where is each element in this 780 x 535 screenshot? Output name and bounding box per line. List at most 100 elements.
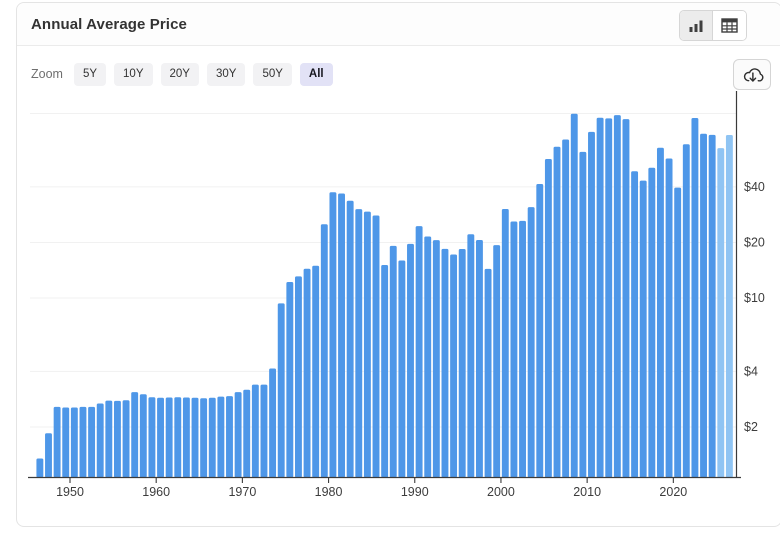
bar-1974[interactable] [277,303,285,478]
bar-1961[interactable] [165,397,173,478]
bar-2020[interactable] [674,187,682,478]
bar-1970[interactable] [243,389,251,478]
bar-1946[interactable] [36,458,44,478]
bar-2006[interactable] [553,146,561,478]
bar-1965[interactable] [200,398,208,478]
bar-1984[interactable] [363,211,371,478]
download-button[interactable] [733,59,771,90]
bar-2004[interactable] [536,183,544,478]
bar-1998[interactable] [484,268,492,478]
chart-toolbar: Zoom 5Y 10Y 20Y 30Y 50Y All [31,61,333,87]
page-title: Annual Average Price [31,15,187,33]
bar-1979[interactable] [320,224,328,478]
bar-1995[interactable] [458,249,466,478]
bar-2008[interactable] [570,113,578,478]
bar-1969[interactable] [234,392,242,478]
bar-1989[interactable] [407,243,414,478]
bar-1987[interactable] [389,245,397,478]
zoom-range-button-50y[interactable]: 50Y [253,62,292,86]
bar-2002[interactable] [519,220,526,478]
bar-2015[interactable] [631,171,639,478]
bar-1994[interactable] [450,254,458,478]
zoom-range-button-10y[interactable]: 10Y [114,62,153,86]
bar-1976[interactable] [294,276,302,478]
bar-1964[interactable] [191,397,199,478]
bar-1958[interactable] [139,394,147,478]
bar-2023[interactable] [700,133,707,478]
bar-2010[interactable] [588,131,595,478]
zoom-range-button-5y[interactable]: 5Y [73,62,107,86]
bar-1952[interactable] [88,406,96,478]
price-chart-card: Annual Average Price [16,2,780,527]
bar-1953[interactable] [96,403,104,478]
bar-1986[interactable] [381,264,389,478]
bar-2013[interactable] [613,115,621,478]
bar-1967[interactable] [217,396,225,478]
bar-1988[interactable] [398,260,406,478]
bar-2012[interactable] [605,118,613,478]
zoom-label: Zoom [31,67,63,81]
bar-2007[interactable] [562,139,570,478]
bar-1960[interactable] [157,397,164,478]
zoom-range-button-20y[interactable]: 20Y [160,62,199,86]
bar-1997[interactable] [475,240,483,478]
bar-1990[interactable] [415,226,423,478]
zoom-range-button-30y[interactable]: 30Y [206,62,246,86]
bar-2019[interactable] [665,158,673,478]
bar-1971[interactable] [251,384,259,478]
view-toggle [679,10,747,41]
bar-2009[interactable] [579,151,587,478]
bar-2017[interactable] [648,167,656,478]
zoom-range-group: 5Y 10Y 20Y 30Y 50Y All [73,62,333,86]
bar-2014[interactable] [622,119,630,478]
bar-1959[interactable] [148,397,156,478]
bar-chart-icon [689,20,703,32]
bar-1949[interactable] [62,407,70,478]
bar-1973[interactable] [269,368,277,478]
table-icon [721,18,738,33]
chart-view-button[interactable] [680,11,713,40]
bar-1956[interactable] [122,400,130,478]
bar-1950[interactable] [70,407,78,478]
bar-2026[interactable] [725,134,733,478]
bar-2011[interactable] [596,117,604,478]
bar-1947[interactable] [45,433,52,478]
bar-1968[interactable] [226,396,233,478]
bar-1966[interactable] [208,397,216,478]
bar-2024[interactable] [708,134,716,478]
bar-1972[interactable] [260,384,268,478]
bar-1985[interactable] [372,215,380,478]
bar-1977[interactable] [303,268,311,478]
bar-1980[interactable] [329,192,337,478]
bar-1951[interactable] [79,406,87,478]
bar-2005[interactable] [544,159,552,478]
bar-1975[interactable] [286,282,294,478]
bar-2018[interactable] [656,147,664,478]
bar-1981[interactable] [338,193,345,478]
bar-1978[interactable] [312,265,320,478]
bar-2000[interactable] [501,208,509,478]
zoom-range-button-all[interactable]: All [299,62,333,86]
bar-2021[interactable] [682,144,690,478]
bar-1992[interactable] [432,240,440,478]
bar-1982[interactable] [346,200,354,478]
bar-1983[interactable] [355,209,363,478]
bar-1999[interactable] [493,245,501,478]
bar-1954[interactable] [105,400,113,478]
table-view-button[interactable] [713,11,746,40]
bar-1996[interactable] [467,234,475,478]
bar-1962[interactable] [174,397,182,478]
bar-1993[interactable] [441,248,449,478]
bar-1955[interactable] [113,400,121,478]
bar-2016[interactable] [639,180,647,478]
bar-1991[interactable] [424,236,432,478]
bar-1963[interactable] [182,397,190,478]
bar-2001[interactable] [510,221,518,478]
bar-1957[interactable] [131,392,139,478]
bar-2025[interactable] [717,148,725,478]
bar-2022[interactable] [691,118,699,478]
bar-1948[interactable] [53,406,61,478]
card-header: Annual Average Price [17,3,780,46]
bar-2003[interactable] [527,207,535,478]
